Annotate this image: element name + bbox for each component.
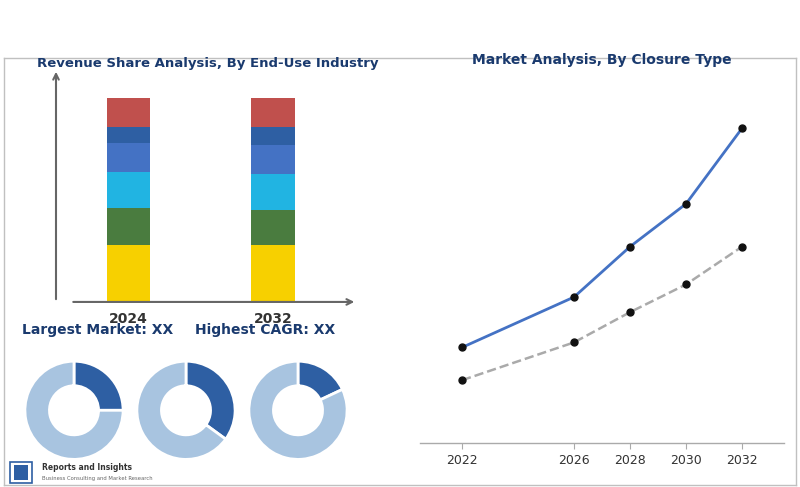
Bar <box>106 98 150 127</box>
Bar <box>251 245 295 302</box>
Bar <box>251 98 295 127</box>
Wedge shape <box>249 361 347 459</box>
FancyBboxPatch shape <box>14 465 29 480</box>
Text: GLOBAL GAMMA SEALS MARKET SEGMENT ANALYSIS: GLOBAL GAMMA SEALS MARKET SEGMENT ANALYS… <box>14 25 489 39</box>
Bar <box>251 174 295 210</box>
Bar <box>251 210 295 245</box>
Bar <box>106 208 150 245</box>
Wedge shape <box>137 361 226 459</box>
Bar <box>106 171 150 208</box>
Wedge shape <box>25 361 123 459</box>
Wedge shape <box>74 361 123 411</box>
Text: Largest Market: XX: Largest Market: XX <box>22 322 174 337</box>
Bar <box>106 127 150 143</box>
FancyBboxPatch shape <box>10 462 32 483</box>
Wedge shape <box>298 361 342 400</box>
Bar <box>251 127 295 145</box>
Text: Business Consulting and Market Research: Business Consulting and Market Research <box>42 476 152 481</box>
Bar <box>106 143 150 171</box>
Text: Reports and Insights: Reports and Insights <box>42 463 131 471</box>
Title: Revenue Share Analysis, By End-Use Industry: Revenue Share Analysis, By End-Use Indus… <box>38 57 378 70</box>
Bar <box>251 145 295 174</box>
Text: Highest CAGR: XX: Highest CAGR: XX <box>195 322 335 337</box>
Title: Market Analysis, By Closure Type: Market Analysis, By Closure Type <box>472 53 732 67</box>
Bar <box>106 245 150 302</box>
Wedge shape <box>186 361 235 439</box>
